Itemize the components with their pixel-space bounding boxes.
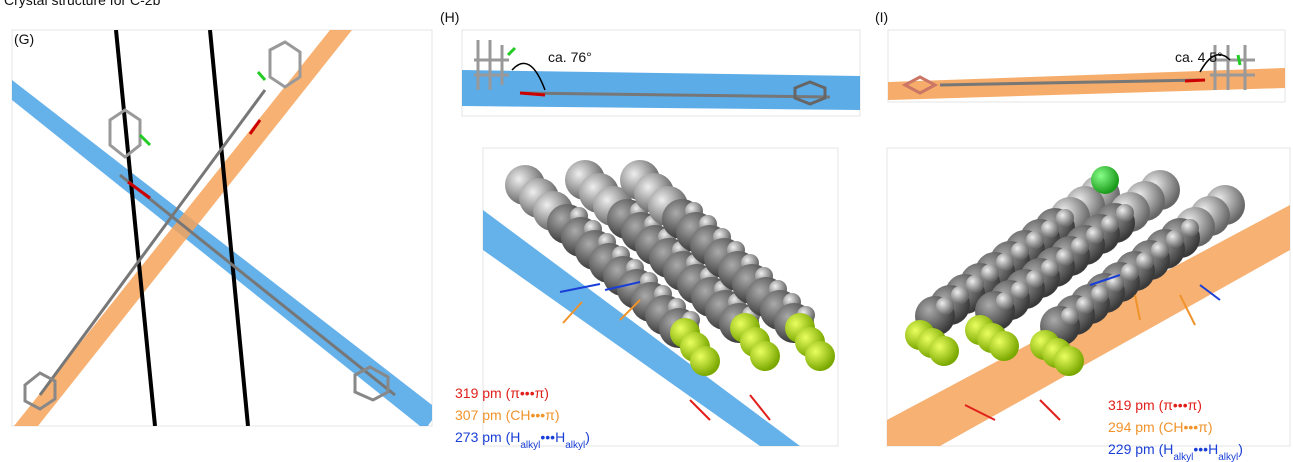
atom (1026, 231, 1044, 249)
atom (805, 341, 835, 371)
atom (1041, 220, 1059, 238)
legend-text: ) (585, 429, 590, 445)
atom (1151, 241, 1169, 259)
panel-label: (G) (14, 31, 34, 47)
angle-label: ca. 4.5° (1175, 49, 1223, 65)
atom (1076, 296, 1094, 314)
atom (936, 297, 954, 315)
legend-entry: 307 pm (CH•••π) (455, 407, 560, 423)
atom (750, 341, 780, 371)
atom (1091, 166, 1119, 194)
atom (1101, 215, 1119, 233)
atom (1091, 285, 1109, 303)
atom (989, 331, 1019, 361)
legend-entry: 294 pm (CH•••π) (1108, 419, 1213, 435)
legend-text: •••H (1193, 441, 1218, 457)
atom (996, 292, 1014, 310)
legend-entry: 319 pm (π•••π) (455, 385, 549, 401)
legend-text: 229 pm (H (1108, 441, 1173, 457)
panel-label: (I) (875, 9, 888, 25)
atom (1041, 259, 1059, 277)
atom (1061, 307, 1079, 325)
legend-subscript: alkyl (520, 440, 540, 451)
atom (951, 286, 969, 304)
figure-title: Crystal structure for C-2b (4, 0, 161, 8)
atom (981, 264, 999, 282)
atom (1056, 248, 1074, 266)
atom (1116, 204, 1134, 222)
atom (1011, 281, 1029, 299)
legend-subscript: alkyl (1218, 452, 1238, 462)
atom (929, 336, 959, 366)
atom (1026, 270, 1044, 288)
figure: Crystal structure for C-2b (G) (H) ca. 7… (0, 0, 1293, 462)
atom (1166, 230, 1184, 248)
atom (1121, 263, 1139, 281)
legend-text: •••H (540, 429, 565, 445)
legend-text: ) (1238, 441, 1243, 457)
atom (690, 346, 720, 376)
atom (996, 253, 1014, 271)
panel-label: (H) (440, 9, 459, 25)
legend-subscript: alkyl (1173, 452, 1193, 462)
legend-text: 273 pm (H (455, 429, 520, 445)
atom (1071, 237, 1089, 255)
atom (966, 275, 984, 293)
atom (1011, 242, 1029, 260)
angle-label: ca. 76° (548, 49, 592, 65)
legend-entry: 319 pm (π•••π) (1108, 397, 1202, 413)
atom (1086, 226, 1104, 244)
atom (1136, 252, 1154, 270)
legend-subscript: alkyl (565, 440, 585, 451)
atom (1056, 209, 1074, 227)
atom (1054, 346, 1084, 376)
atom (1181, 219, 1199, 237)
